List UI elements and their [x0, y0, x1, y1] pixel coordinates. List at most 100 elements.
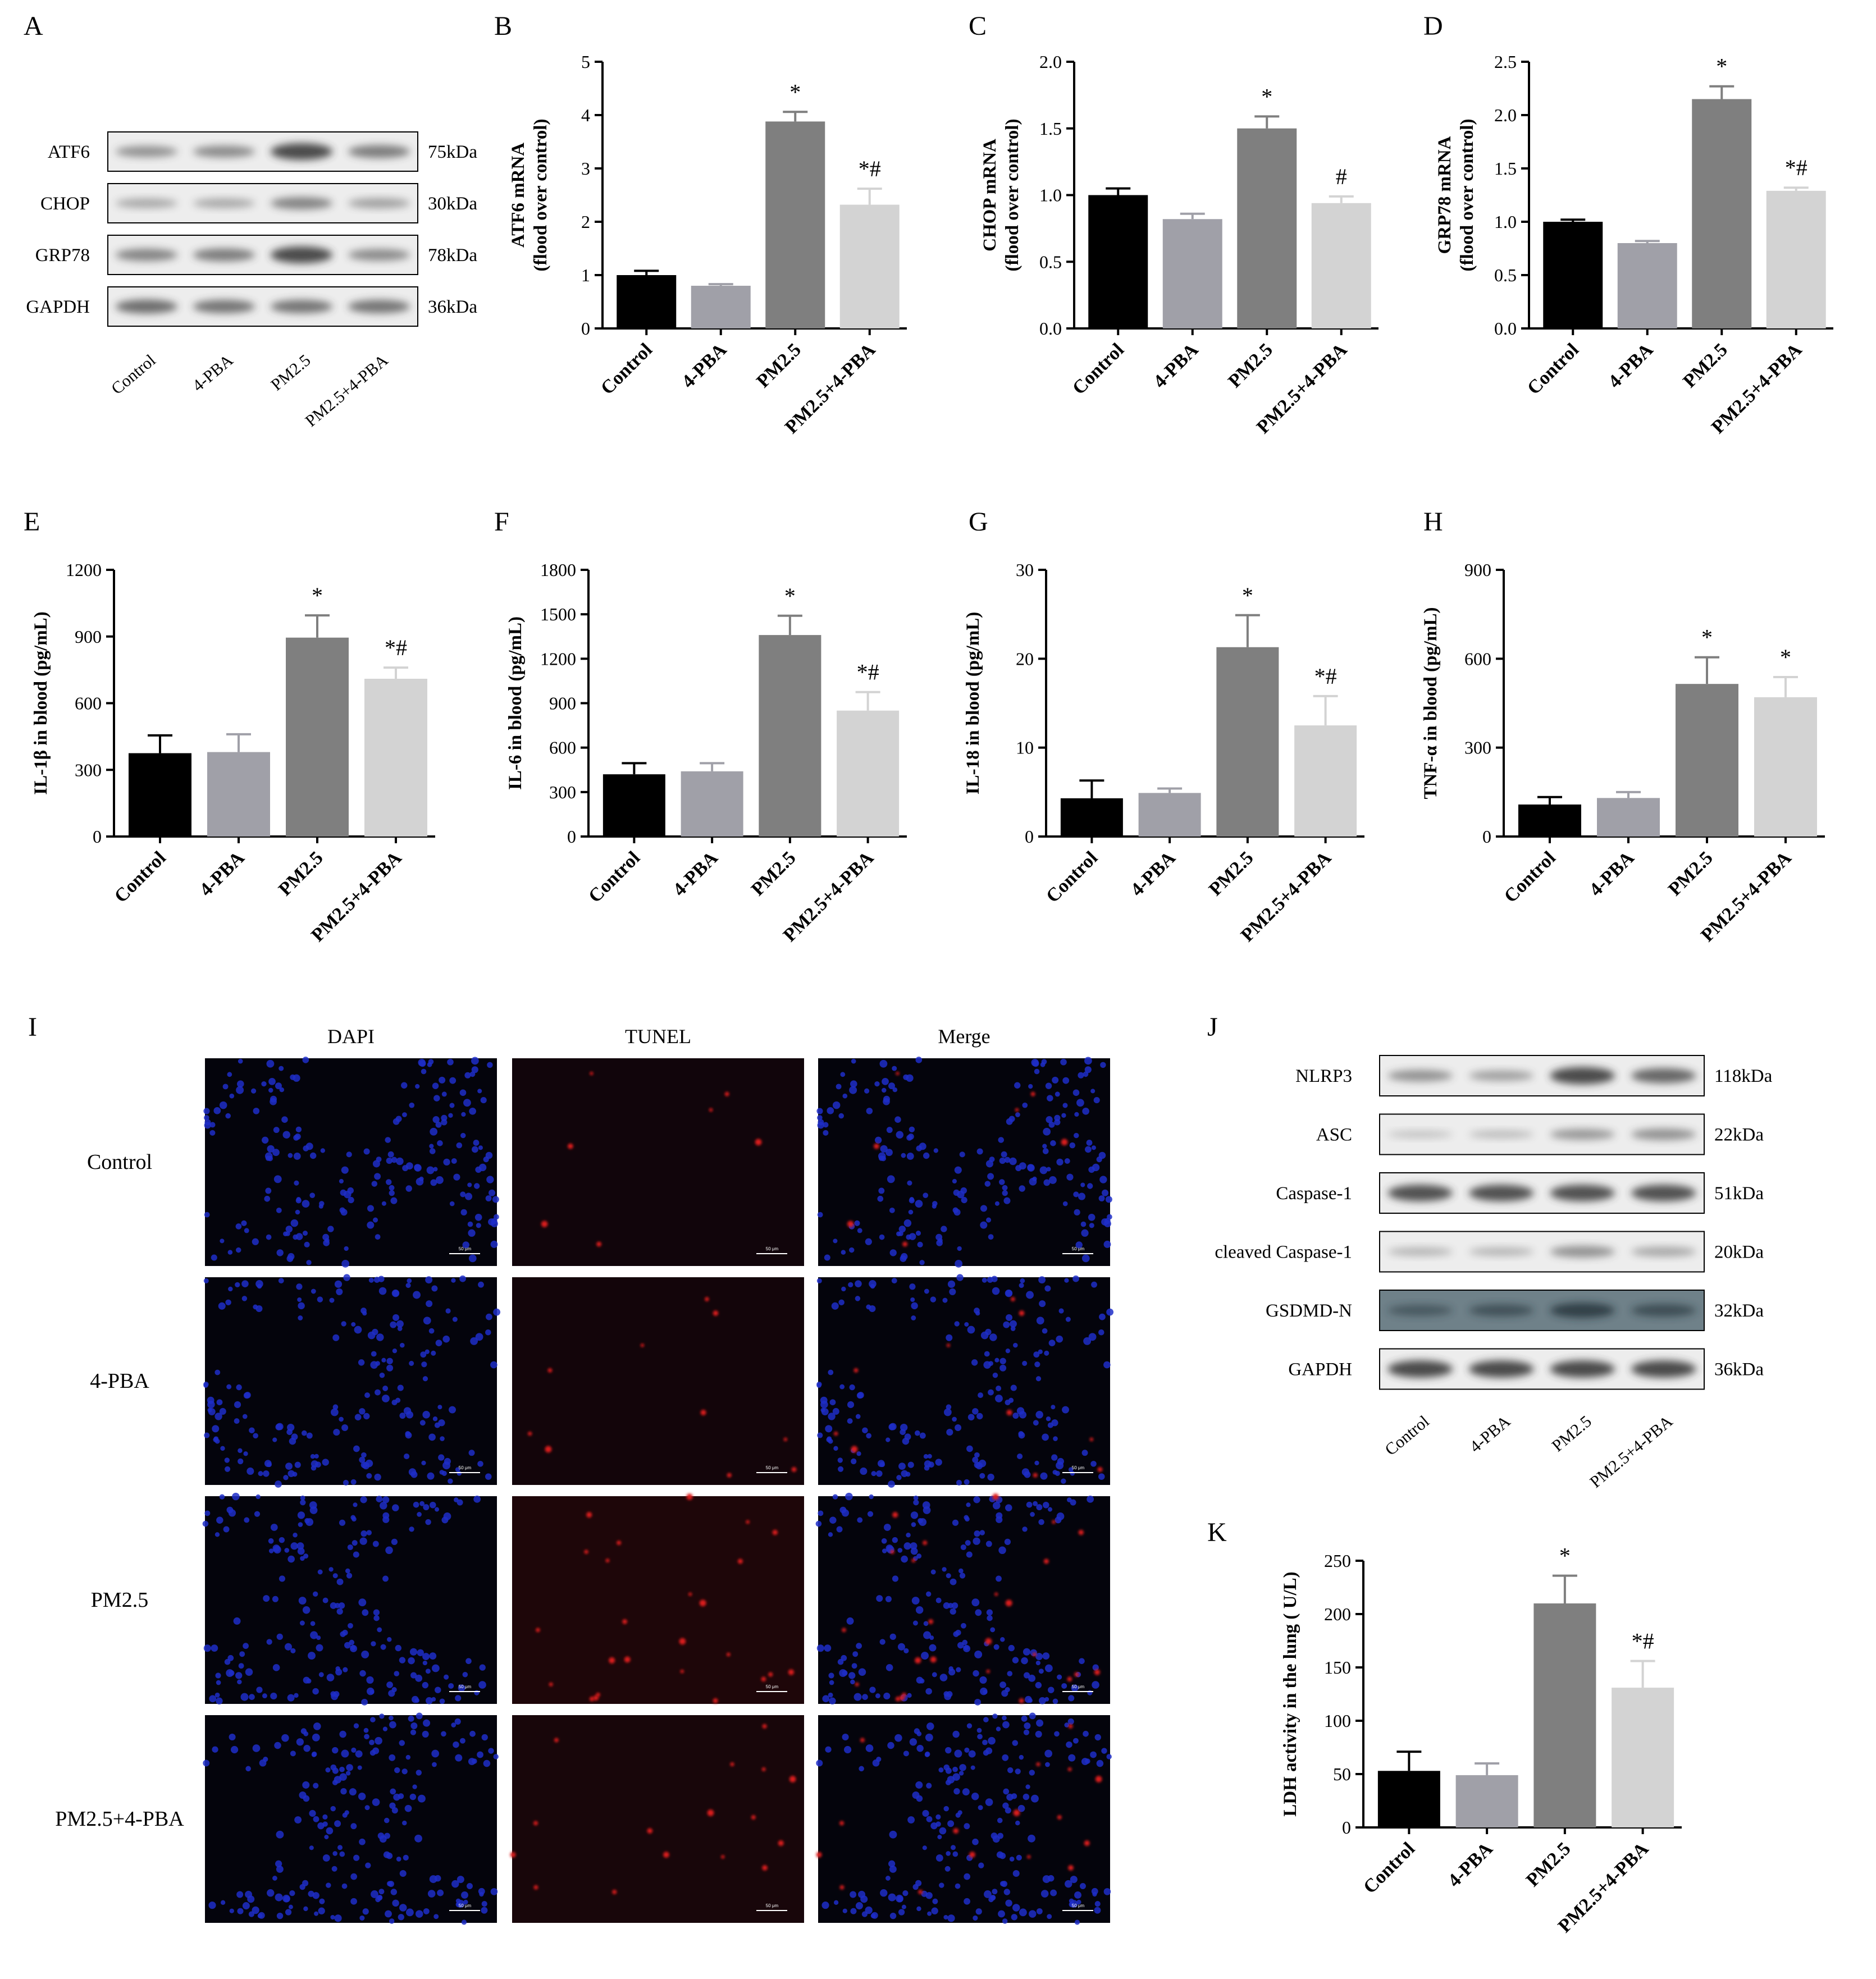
dapi-nucleus	[483, 1759, 491, 1767]
dapi-nucleus	[1023, 1729, 1030, 1735]
dapi-nucleus	[988, 1361, 993, 1366]
y-tick-label: 2.0	[1039, 52, 1062, 72]
bar	[839, 204, 900, 328]
scale-bar-label: 50 μm	[459, 1465, 472, 1470]
tunel-spot	[528, 1432, 532, 1436]
dapi-nucleus	[487, 1062, 493, 1068]
tunel-spot	[679, 1638, 686, 1645]
dapi-nucleus	[901, 1470, 908, 1477]
dapi-nucleus	[985, 1160, 993, 1168]
dapi-nucleus	[335, 1666, 340, 1671]
dapi-nucleus	[389, 1721, 396, 1729]
dapi-nucleus	[1101, 1748, 1107, 1754]
bar	[286, 637, 349, 837]
dapi-nucleus	[238, 1058, 243, 1064]
dapi-nucleus	[974, 1308, 980, 1314]
dapi-nucleus	[1002, 1715, 1007, 1721]
fluor-row-label: PM2.5+4-PBA	[55, 1807, 184, 1831]
dapi-nucleus	[459, 1275, 466, 1282]
dapi-nucleus	[276, 1249, 284, 1256]
dapi-nucleus	[341, 1424, 349, 1431]
bar	[1237, 128, 1297, 328]
dapi-nucleus	[229, 1733, 236, 1741]
dapi-nucleus	[1015, 1165, 1022, 1172]
dapi-nucleus	[1005, 1290, 1012, 1297]
dapi-nucleus	[360, 1496, 367, 1503]
dapi-nucleus	[449, 1406, 456, 1414]
dapi-nucleus	[448, 1113, 453, 1118]
dapi-nucleus	[1074, 1112, 1079, 1117]
dapi-nucleus	[354, 1326, 362, 1334]
dapi-nucleus	[971, 1359, 978, 1366]
blot-lane-label: 4-PBA	[1466, 1412, 1514, 1456]
dapi-nucleus	[947, 1280, 956, 1288]
dapi-nucleus	[367, 1205, 374, 1212]
tunel-spot	[688, 1592, 692, 1596]
blot-band	[193, 248, 255, 262]
dapi-nucleus	[1055, 1091, 1060, 1097]
dapi-nucleus	[473, 1495, 481, 1503]
dapi-nucleus	[1001, 1690, 1008, 1697]
dapi-nucleus	[964, 1322, 969, 1327]
dapi-nucleus	[398, 1914, 404, 1921]
tunel-spot	[986, 1669, 990, 1674]
dapi-nucleus	[354, 1414, 362, 1421]
dapi-nucleus	[441, 1114, 448, 1121]
dapi-nucleus	[1005, 1899, 1012, 1907]
dapi-nucleus	[882, 1548, 887, 1553]
dapi-nucleus	[973, 1915, 978, 1921]
tunel-spot	[890, 1550, 894, 1554]
scale-bar-label: 50 μm	[1072, 1465, 1085, 1470]
dapi-nucleus	[960, 1187, 967, 1194]
dapi-nucleus	[1061, 1683, 1067, 1689]
dapi-nucleus	[459, 1738, 465, 1744]
dapi-nucleus	[442, 1461, 451, 1470]
dapi-nucleus	[1028, 1674, 1036, 1682]
dapi-nucleus	[481, 1734, 488, 1741]
dapi-nucleus	[1070, 1499, 1076, 1506]
dapi-nucleus	[1043, 1501, 1049, 1509]
dapi-nucleus	[999, 1364, 1007, 1372]
dapi-nucleus	[337, 1845, 343, 1850]
tunel-spot	[612, 1889, 617, 1895]
dapi-nucleus	[317, 1296, 323, 1302]
y-tick-label: 200	[1324, 1604, 1351, 1624]
dapi-nucleus	[837, 1457, 843, 1463]
tunel-spot	[554, 1738, 559, 1743]
dapi-nucleus	[941, 1226, 947, 1232]
dapi-nucleus	[1011, 1914, 1017, 1921]
dapi-nucleus	[1068, 1754, 1076, 1762]
dapi-nucleus	[1083, 1730, 1089, 1737]
dapi-nucleus	[373, 1277, 380, 1283]
dapi-nucleus	[413, 1291, 421, 1299]
blot-kda-label: 36kDa	[428, 297, 477, 317]
dapi-nucleus	[290, 1648, 296, 1653]
dapi-nucleus	[1008, 1644, 1015, 1652]
dapi-nucleus	[226, 1506, 234, 1514]
dapi-nucleus	[818, 1510, 824, 1516]
dapi-nucleus	[1005, 1348, 1011, 1354]
dapi-nucleus	[239, 1651, 245, 1657]
dapi-nucleus	[252, 1906, 259, 1914]
dapi-nucleus	[975, 1908, 982, 1915]
dapi-nucleus	[923, 1631, 932, 1639]
dapi-nucleus	[909, 1126, 915, 1132]
tunel-spot	[724, 1091, 729, 1096]
dapi-nucleus	[429, 1144, 434, 1149]
dapi-nucleus	[1017, 1453, 1023, 1460]
x-tick-label: 4-PBA	[678, 339, 731, 392]
y-tick-label: 300	[1464, 738, 1491, 758]
dapi-nucleus	[209, 1130, 216, 1136]
dapi-nucleus	[1001, 1151, 1007, 1158]
dapi-nucleus	[1031, 1794, 1039, 1803]
dapi-nucleus	[296, 1738, 304, 1746]
dapi-nucleus	[267, 1889, 275, 1897]
dapi-nucleus	[962, 1788, 970, 1796]
blot-lane-label: PM2.5+4-PBA	[1586, 1412, 1676, 1492]
panel-letter-e: E	[24, 507, 40, 537]
dapi-nucleus	[493, 1308, 501, 1316]
blot-band	[1631, 1185, 1696, 1201]
blot-kda-label: 36kDa	[1714, 1360, 1764, 1380]
